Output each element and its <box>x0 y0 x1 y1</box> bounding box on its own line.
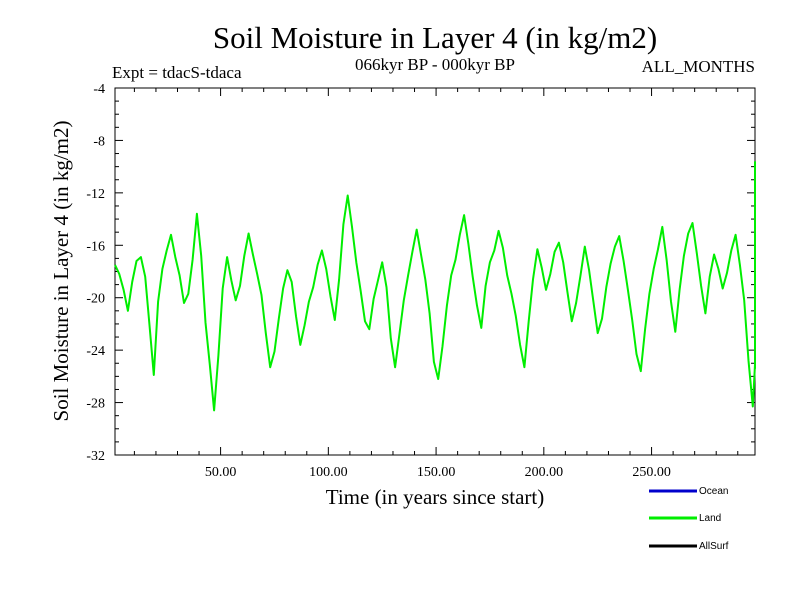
y-tick-label: -20 <box>86 292 105 307</box>
series-layer <box>114 161 756 412</box>
y-tick-label: -28 <box>86 397 105 412</box>
axis-ticks <box>115 87 755 456</box>
chart-title: Soil Moisture in Layer 4 (in kg/m2) <box>213 20 657 55</box>
y-tick-label: -12 <box>86 187 105 202</box>
y-axis-label: Soil Moisture in Layer 4 (in kg/m2) <box>49 121 73 422</box>
legend: Ocean Land AllSurf <box>649 486 729 552</box>
y-tick-labels: -32 -28 -24 -20 -16 -12 -8 -4 <box>86 82 105 464</box>
series-line-land <box>114 161 756 412</box>
x-tick-label: 250.00 <box>632 465 671 480</box>
y-tick-label: -32 <box>86 449 105 464</box>
x-tick-label: 200.00 <box>525 465 564 480</box>
y-tick-label: -24 <box>86 344 105 359</box>
legend-label-ocean: Ocean <box>699 486 728 497</box>
x-tick-labels: 50.00 100.00 150.00 200.00 250.00 <box>205 465 671 480</box>
season-label: ALL_MONTHS <box>642 57 755 76</box>
legend-label-allsurf: AllSurf <box>699 541 729 552</box>
x-tick-label: 150.00 <box>417 465 456 480</box>
y-tick-label: -8 <box>93 134 105 149</box>
x-tick-label: 100.00 <box>309 465 348 480</box>
x-axis-label: Time (in years since start) <box>326 485 545 509</box>
y-tick-label: -16 <box>86 239 105 254</box>
experiment-label: Expt = tdacS-tdaca <box>112 63 242 82</box>
y-tick-label: -4 <box>93 82 105 97</box>
legend-label-land: Land <box>699 513 721 524</box>
plot-frame <box>114 87 756 456</box>
period-label: 066kyr BP - 000kyr BP <box>355 55 515 74</box>
x-tick-label: 50.00 <box>205 465 237 480</box>
